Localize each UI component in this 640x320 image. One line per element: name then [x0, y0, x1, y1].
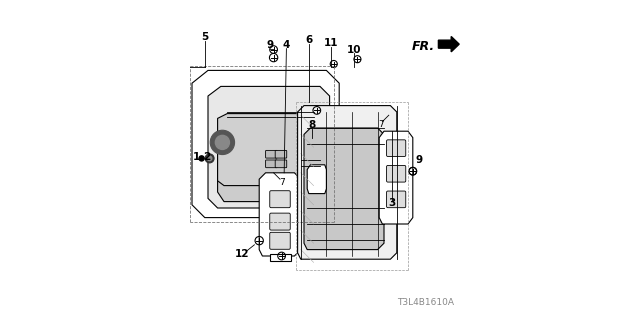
Text: T3L4B1610A: T3L4B1610A [397, 298, 454, 307]
Text: 2: 2 [203, 152, 210, 162]
Text: 9: 9 [415, 155, 423, 165]
Text: 6: 6 [305, 35, 312, 45]
Text: 5: 5 [201, 32, 209, 42]
FancyBboxPatch shape [275, 160, 287, 168]
Text: 4: 4 [283, 40, 290, 50]
Text: 8: 8 [308, 120, 316, 130]
Circle shape [215, 135, 230, 149]
FancyBboxPatch shape [275, 150, 287, 158]
Polygon shape [192, 70, 339, 218]
FancyBboxPatch shape [270, 191, 291, 208]
Polygon shape [298, 106, 397, 259]
Text: FR.: FR. [412, 40, 435, 53]
FancyBboxPatch shape [387, 140, 406, 156]
Polygon shape [259, 173, 301, 256]
Text: 3: 3 [388, 198, 396, 208]
FancyArrow shape [438, 36, 460, 52]
FancyBboxPatch shape [270, 213, 291, 230]
Text: 7: 7 [279, 178, 284, 187]
Text: 7: 7 [378, 120, 383, 129]
Polygon shape [218, 114, 320, 186]
Polygon shape [307, 165, 326, 194]
FancyBboxPatch shape [266, 160, 277, 168]
Text: 11: 11 [324, 38, 339, 48]
Polygon shape [380, 131, 413, 224]
Text: 10: 10 [346, 44, 361, 55]
Polygon shape [304, 128, 384, 250]
Circle shape [210, 130, 235, 155]
Polygon shape [270, 254, 291, 261]
FancyBboxPatch shape [387, 165, 406, 182]
Polygon shape [218, 126, 320, 202]
FancyBboxPatch shape [266, 150, 277, 158]
Circle shape [207, 156, 212, 161]
Text: 1: 1 [193, 152, 200, 162]
Text: 12: 12 [234, 249, 249, 260]
FancyBboxPatch shape [270, 232, 291, 249]
Polygon shape [208, 86, 330, 208]
Circle shape [199, 156, 204, 161]
FancyBboxPatch shape [387, 191, 406, 208]
Text: 9: 9 [267, 40, 274, 51]
Circle shape [205, 154, 214, 163]
